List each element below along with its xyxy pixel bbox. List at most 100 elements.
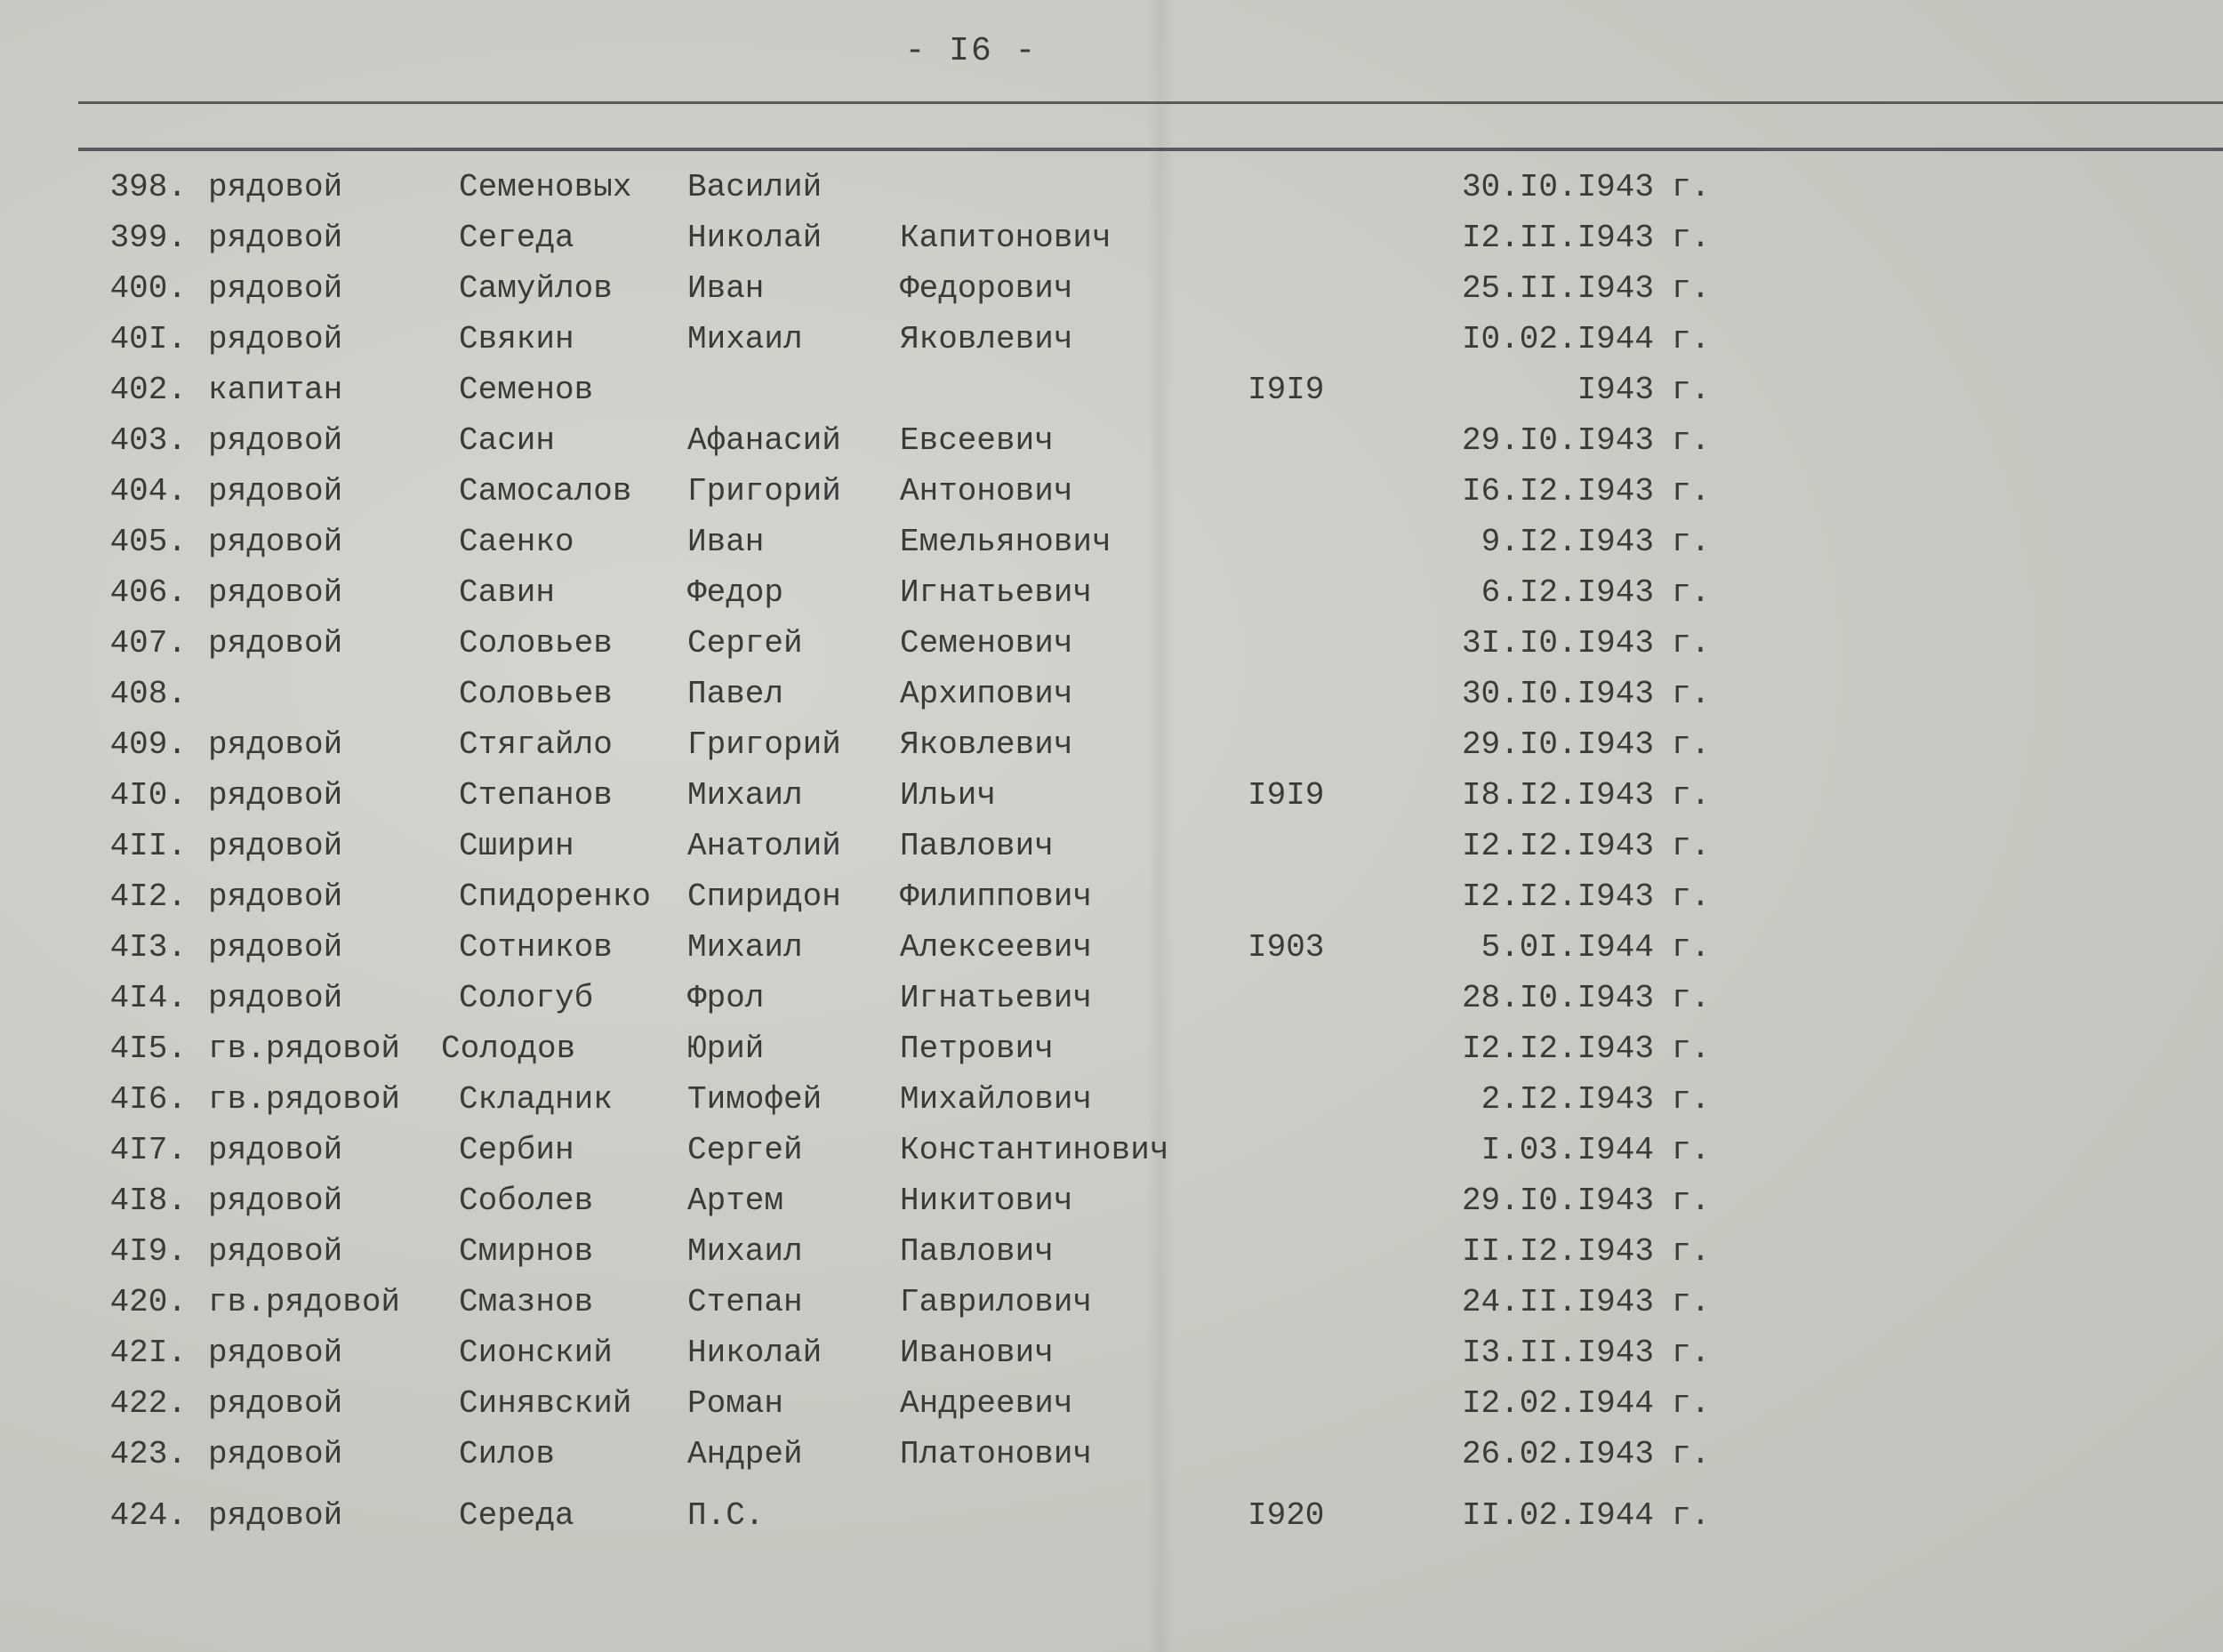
birth-year: I9I9 (1248, 372, 1325, 408)
year-suffix: г. (1672, 1132, 1711, 1168)
surname: Сасин (459, 422, 556, 459)
first-name: Михаил (687, 777, 803, 814)
first-name: Юрий (687, 1030, 765, 1067)
surname: Сионский (459, 1335, 613, 1371)
surname: Синявский (459, 1385, 632, 1422)
list-row: 398. рядовой Семеновых Василий 30.I0.I943 г. (0, 169, 2223, 213)
death-date: 26.02.I943 (1461, 1436, 1654, 1472)
rank: гв.рядовой (208, 1081, 401, 1118)
entry-number: 424. (109, 1497, 187, 1534)
entry-number: 4I5. (109, 1030, 187, 1067)
year-suffix: г. (1672, 524, 1711, 560)
list-row: 420. гв.рядовой Смазнов Степан Гаврилович 24.… (0, 1284, 2223, 1328)
entry-number: 420. (109, 1284, 187, 1320)
list-row: 409. рядовой Стягайло Григорий Яковлевич 29.I… (0, 726, 2223, 771)
rank: рядовой (208, 726, 343, 763)
first-name: Сергей (687, 625, 803, 662)
surname: Сегеда (459, 220, 574, 256)
first-name: Фрол (687, 980, 765, 1016)
entry-number: 4I9. (109, 1233, 187, 1270)
birth-year: I903 (1248, 929, 1325, 966)
year-suffix: г. (1672, 220, 1711, 256)
surname: Смазнов (459, 1284, 594, 1320)
entry-number: 4I2. (109, 878, 187, 915)
list-row: 4I7. рядовой Сербин Сергей Константинович I.0… (0, 1132, 2223, 1176)
patronymic: Игнатьевич (900, 980, 1093, 1016)
year-suffix: г. (1672, 1497, 1711, 1534)
first-name: Спиридон (687, 878, 841, 915)
rank: гв.рядовой (208, 1284, 401, 1320)
year-suffix: г. (1672, 777, 1711, 814)
patronymic: Филиппович (900, 878, 1093, 915)
entry-number: 399. (109, 220, 187, 256)
entry-number: 42I. (109, 1335, 187, 1371)
death-date: I0.02.I944 (1461, 321, 1654, 357)
surname: Степанов (459, 777, 613, 814)
list-row: 408. Соловьев Павел Архипович 30.I0.I943 г. (0, 676, 2223, 720)
surname: Середа (459, 1497, 574, 1534)
death-date: 2.I2.I943 (1481, 1081, 1654, 1118)
surname: Смирнов (459, 1233, 594, 1270)
death-date: 30.I0.I943 (1461, 169, 1654, 205)
rank: рядовой (208, 524, 343, 560)
death-date: 24.II.I943 (1461, 1284, 1654, 1320)
list-row: 423. рядовой Силов Андрей Платонович 26.02.I9… (0, 1436, 2223, 1480)
death-date: 5.0I.I944 (1481, 929, 1654, 966)
entry-number: 405. (109, 524, 187, 560)
list-row: 422. рядовой Синявский Роман Андреевич I2.02.… (0, 1385, 2223, 1430)
surname: Самуйлов (459, 270, 613, 307)
death-date: I6.I2.I943 (1461, 473, 1654, 509)
first-name: Иван (687, 270, 765, 307)
entry-number: 409. (109, 726, 187, 763)
patronymic: Павлович (900, 828, 1054, 864)
entry-number: 4I8. (109, 1183, 187, 1219)
patronymic: Семенович (900, 625, 1073, 662)
first-name: Николай (687, 220, 823, 256)
patronymic: Архипович (900, 676, 1073, 712)
patronymic: Гаврилович (900, 1284, 1093, 1320)
rank: рядовой (208, 270, 343, 307)
first-name: Тимофей (687, 1081, 823, 1118)
year-suffix: г. (1672, 574, 1711, 611)
first-name: Михаил (687, 321, 803, 357)
year-suffix: г. (1672, 1436, 1711, 1472)
year-suffix: г. (1672, 1233, 1711, 1270)
patronymic: Никитович (900, 1183, 1073, 1219)
entry-number: 4I6. (109, 1081, 187, 1118)
rank: рядовой (208, 1436, 343, 1472)
patronymic: Ильич (900, 777, 997, 814)
entry-number: 406. (109, 574, 187, 611)
first-name: Степан (687, 1284, 803, 1320)
entry-number: 4I4. (109, 980, 187, 1016)
rank: рядовой (208, 625, 343, 662)
first-name: Николай (687, 1335, 823, 1371)
year-suffix: г. (1672, 270, 1711, 307)
birth-year: I9I9 (1248, 777, 1325, 814)
rank: капитан (208, 372, 343, 408)
year-suffix: г. (1672, 929, 1711, 966)
year-suffix: г. (1672, 726, 1711, 763)
surname: Самосалов (459, 473, 632, 509)
rank: рядовой (208, 929, 343, 966)
list-row: 403. рядовой Сасин Афанасий Евсеевич 29.I0.I9… (0, 422, 2223, 467)
entry-number: 4I7. (109, 1132, 187, 1168)
entry-number: 4I3. (109, 929, 187, 966)
first-name: Михаил (687, 1233, 803, 1270)
surname: Савин (459, 574, 556, 611)
first-name: Андрей (687, 1436, 803, 1472)
entry-number: 404. (109, 473, 187, 509)
list-row: 4I9. рядовой Смирнов Михаил Павлович II.I2.I9… (0, 1233, 2223, 1278)
list-row: 4I4. рядовой Сологуб Фрол Игнатьевич 28.I0.I9… (0, 980, 2223, 1024)
death-date: II.02.I944 (1461, 1497, 1654, 1534)
death-date: 3I.I0.I943 (1461, 625, 1654, 662)
first-name: Афанасий (687, 422, 841, 459)
first-name: Григорий (687, 473, 841, 509)
entry-number: 40I. (109, 321, 187, 357)
death-date: I2.I2.I943 (1461, 1030, 1654, 1067)
death-date: 29.I0.I943 (1461, 422, 1654, 459)
death-date: I943 (1577, 372, 1654, 408)
rank: рядовой (208, 422, 343, 459)
patronymic: Иванович (900, 1335, 1054, 1371)
patronymic: Емельянович (900, 524, 1112, 560)
list-row: 4I8. рядовой Соболев Артем Никитович 29.I0.I9… (0, 1183, 2223, 1227)
